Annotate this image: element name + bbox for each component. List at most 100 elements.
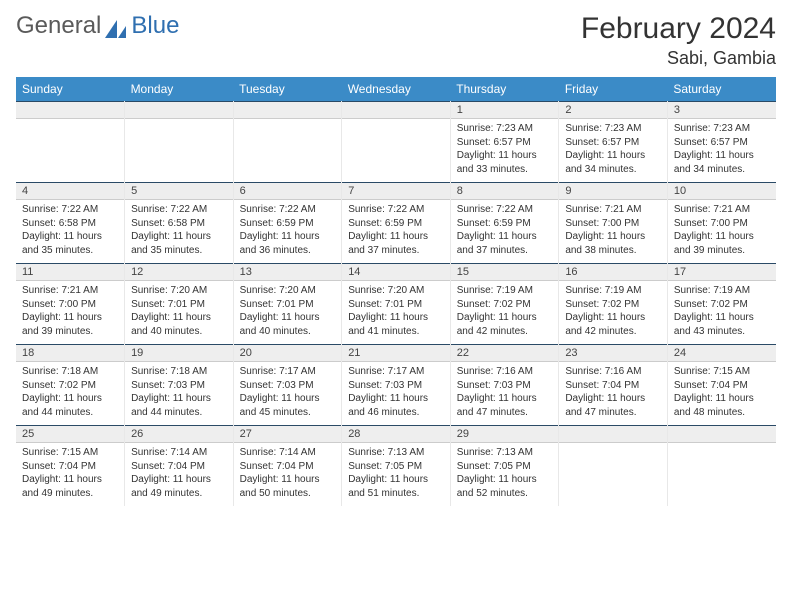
day-number: 15 bbox=[451, 263, 559, 281]
day-header-tue: Tuesday bbox=[233, 77, 342, 101]
calendar-cell: 12Sunrise: 7:20 AMSunset: 7:01 PMDayligh… bbox=[125, 263, 234, 344]
sunrise-text: Sunrise: 7:23 AM bbox=[565, 122, 661, 136]
day-number: 24 bbox=[668, 344, 776, 362]
sunrise-text: Sunrise: 7:21 AM bbox=[674, 203, 770, 217]
day-header-sat: Saturday bbox=[667, 77, 776, 101]
sunset-text: Sunset: 6:58 PM bbox=[22, 217, 118, 231]
day-body: Sunrise: 7:19 AMSunset: 7:02 PMDaylight:… bbox=[451, 281, 559, 344]
calendar-cell: 18Sunrise: 7:18 AMSunset: 7:02 PMDayligh… bbox=[16, 344, 125, 425]
day-body: Sunrise: 7:19 AMSunset: 7:02 PMDaylight:… bbox=[668, 281, 776, 344]
sunset-text: Sunset: 7:04 PM bbox=[22, 460, 118, 474]
calendar-week: 25Sunrise: 7:15 AMSunset: 7:04 PMDayligh… bbox=[16, 425, 776, 506]
sunrise-text: Sunrise: 7:17 AM bbox=[348, 365, 444, 379]
calendar-cell: 23Sunrise: 7:16 AMSunset: 7:04 PMDayligh… bbox=[559, 344, 668, 425]
sunset-text: Sunset: 7:03 PM bbox=[131, 379, 227, 393]
calendar-cell: 11Sunrise: 7:21 AMSunset: 7:00 PMDayligh… bbox=[16, 263, 125, 344]
daylight-text: Daylight: 11 hours and 41 minutes. bbox=[348, 311, 444, 338]
day-number: 2 bbox=[559, 101, 667, 119]
day-number: 27 bbox=[234, 425, 342, 443]
daylight-text: Daylight: 11 hours and 46 minutes. bbox=[348, 392, 444, 419]
calendar-week: 4Sunrise: 7:22 AMSunset: 6:58 PMDaylight… bbox=[16, 182, 776, 263]
calendar-week: 11Sunrise: 7:21 AMSunset: 7:00 PMDayligh… bbox=[16, 263, 776, 344]
calendar-body: 1Sunrise: 7:23 AMSunset: 6:57 PMDaylight… bbox=[16, 101, 776, 506]
daylight-text: Daylight: 11 hours and 40 minutes. bbox=[131, 311, 227, 338]
calendar-page: General Blue February 2024 Sabi, Gambia … bbox=[0, 0, 792, 518]
sunrise-text: Sunrise: 7:23 AM bbox=[457, 122, 553, 136]
daylight-text: Daylight: 11 hours and 47 minutes. bbox=[565, 392, 661, 419]
day-number: 19 bbox=[125, 344, 233, 362]
calendar-cell: 22Sunrise: 7:16 AMSunset: 7:03 PMDayligh… bbox=[450, 344, 559, 425]
sunrise-text: Sunrise: 7:16 AM bbox=[565, 365, 661, 379]
sunrise-text: Sunrise: 7:18 AM bbox=[131, 365, 227, 379]
daylight-text: Daylight: 11 hours and 42 minutes. bbox=[565, 311, 661, 338]
sunset-text: Sunset: 7:02 PM bbox=[22, 379, 118, 393]
calendar-cell bbox=[125, 101, 234, 182]
day-body: Sunrise: 7:20 AMSunset: 7:01 PMDaylight:… bbox=[234, 281, 342, 344]
calendar-week: 18Sunrise: 7:18 AMSunset: 7:02 PMDayligh… bbox=[16, 344, 776, 425]
sunrise-text: Sunrise: 7:22 AM bbox=[131, 203, 227, 217]
sunrise-text: Sunrise: 7:13 AM bbox=[348, 446, 444, 460]
day-number: 7 bbox=[342, 182, 450, 200]
day-number: 12 bbox=[125, 263, 233, 281]
day-body: Sunrise: 7:18 AMSunset: 7:03 PMDaylight:… bbox=[125, 362, 233, 425]
daylight-text: Daylight: 11 hours and 44 minutes. bbox=[22, 392, 118, 419]
day-number: 9 bbox=[559, 182, 667, 200]
sunset-text: Sunset: 7:04 PM bbox=[131, 460, 227, 474]
day-number bbox=[668, 425, 776, 443]
header-row: General Blue February 2024 Sabi, Gambia bbox=[16, 12, 776, 69]
daylight-text: Daylight: 11 hours and 45 minutes. bbox=[240, 392, 336, 419]
sunset-text: Sunset: 7:00 PM bbox=[674, 217, 770, 231]
day-number: 5 bbox=[125, 182, 233, 200]
logo-sail-icon bbox=[105, 17, 127, 35]
sunset-text: Sunset: 6:57 PM bbox=[457, 136, 553, 150]
calendar-cell bbox=[16, 101, 125, 182]
sunset-text: Sunset: 7:02 PM bbox=[457, 298, 553, 312]
sunset-text: Sunset: 7:04 PM bbox=[240, 460, 336, 474]
calendar-cell: 10Sunrise: 7:21 AMSunset: 7:00 PMDayligh… bbox=[667, 182, 776, 263]
day-number: 1 bbox=[451, 101, 559, 119]
daylight-text: Daylight: 11 hours and 37 minutes. bbox=[348, 230, 444, 257]
daylight-text: Daylight: 11 hours and 47 minutes. bbox=[457, 392, 553, 419]
calendar-cell: 25Sunrise: 7:15 AMSunset: 7:04 PMDayligh… bbox=[16, 425, 125, 506]
day-number bbox=[342, 101, 450, 119]
sunset-text: Sunset: 6:58 PM bbox=[131, 217, 227, 231]
calendar-cell bbox=[233, 101, 342, 182]
day-body: Sunrise: 7:23 AMSunset: 6:57 PMDaylight:… bbox=[559, 119, 667, 182]
day-body bbox=[342, 119, 450, 181]
day-body bbox=[234, 119, 342, 181]
sunrise-text: Sunrise: 7:19 AM bbox=[674, 284, 770, 298]
day-body: Sunrise: 7:13 AMSunset: 7:05 PMDaylight:… bbox=[451, 443, 559, 506]
daylight-text: Daylight: 11 hours and 40 minutes. bbox=[240, 311, 336, 338]
daylight-text: Daylight: 11 hours and 39 minutes. bbox=[674, 230, 770, 257]
calendar-cell: 20Sunrise: 7:17 AMSunset: 7:03 PMDayligh… bbox=[233, 344, 342, 425]
daylight-text: Daylight: 11 hours and 49 minutes. bbox=[131, 473, 227, 500]
day-body: Sunrise: 7:22 AMSunset: 6:59 PMDaylight:… bbox=[451, 200, 559, 263]
day-number bbox=[16, 101, 124, 119]
day-body: Sunrise: 7:23 AMSunset: 6:57 PMDaylight:… bbox=[451, 119, 559, 182]
daylight-text: Daylight: 11 hours and 51 minutes. bbox=[348, 473, 444, 500]
calendar-cell: 2Sunrise: 7:23 AMSunset: 6:57 PMDaylight… bbox=[559, 101, 668, 182]
day-number: 3 bbox=[668, 101, 776, 119]
sunset-text: Sunset: 6:57 PM bbox=[674, 136, 770, 150]
sunrise-text: Sunrise: 7:15 AM bbox=[674, 365, 770, 379]
sunrise-text: Sunrise: 7:14 AM bbox=[131, 446, 227, 460]
sunrise-text: Sunrise: 7:14 AM bbox=[240, 446, 336, 460]
sunset-text: Sunset: 6:59 PM bbox=[240, 217, 336, 231]
sunset-text: Sunset: 7:04 PM bbox=[674, 379, 770, 393]
calendar-cell: 21Sunrise: 7:17 AMSunset: 7:03 PMDayligh… bbox=[342, 344, 451, 425]
calendar-cell: 5Sunrise: 7:22 AMSunset: 6:58 PMDaylight… bbox=[125, 182, 234, 263]
day-number: 17 bbox=[668, 263, 776, 281]
daylight-text: Daylight: 11 hours and 48 minutes. bbox=[674, 392, 770, 419]
sunrise-text: Sunrise: 7:20 AM bbox=[131, 284, 227, 298]
sunset-text: Sunset: 6:59 PM bbox=[457, 217, 553, 231]
day-body: Sunrise: 7:20 AMSunset: 7:01 PMDaylight:… bbox=[342, 281, 450, 344]
sunset-text: Sunset: 7:02 PM bbox=[565, 298, 661, 312]
daylight-text: Daylight: 11 hours and 36 minutes. bbox=[240, 230, 336, 257]
calendar-cell: 4Sunrise: 7:22 AMSunset: 6:58 PMDaylight… bbox=[16, 182, 125, 263]
location-label: Sabi, Gambia bbox=[581, 48, 776, 69]
sunset-text: Sunset: 7:03 PM bbox=[240, 379, 336, 393]
calendar-cell bbox=[667, 425, 776, 506]
sunset-text: Sunset: 6:57 PM bbox=[565, 136, 661, 150]
day-body: Sunrise: 7:14 AMSunset: 7:04 PMDaylight:… bbox=[234, 443, 342, 506]
calendar-week: 1Sunrise: 7:23 AMSunset: 6:57 PMDaylight… bbox=[16, 101, 776, 182]
